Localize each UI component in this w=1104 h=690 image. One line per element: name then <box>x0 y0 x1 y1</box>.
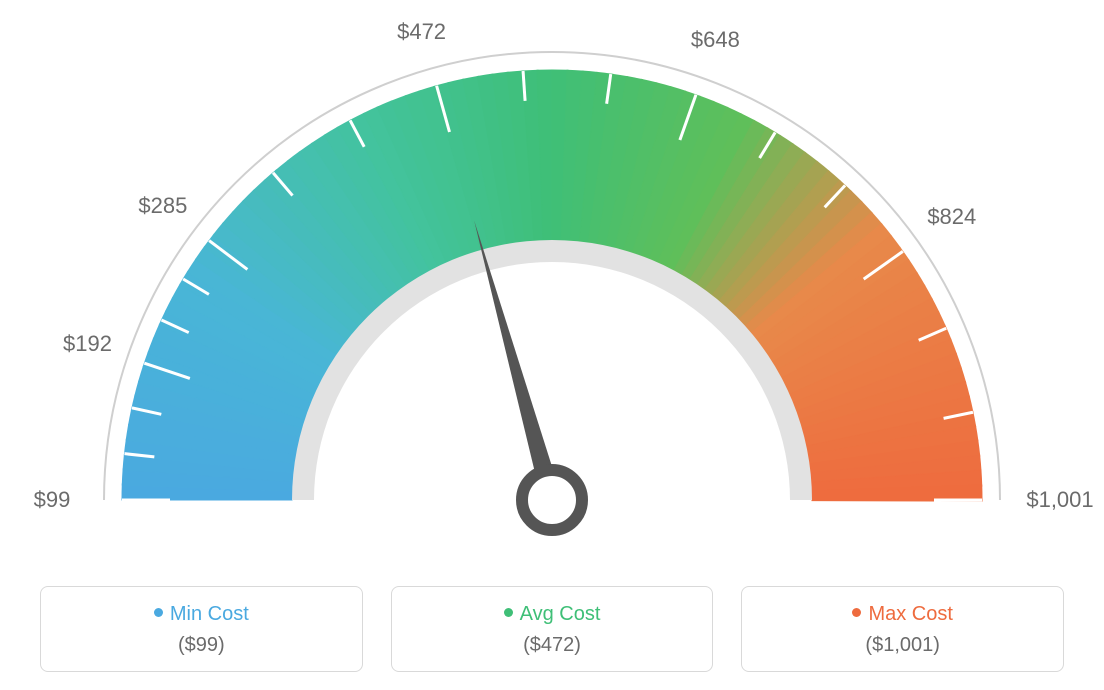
legend-value-max: ($1,001) <box>752 634 1053 657</box>
tick-label: $648 <box>691 27 740 53</box>
legend-title-max: Max Cost <box>752 603 1053 626</box>
tick-label: $99 <box>34 487 71 513</box>
gauge-area: $99 $192 $285 $472 $648 $824 $1,001 <box>0 0 1104 550</box>
tick-label: $285 <box>138 193 187 219</box>
gauge-svg <box>0 0 1104 560</box>
legend-dot-min <box>154 608 163 617</box>
legend-card-avg: Avg Cost ($472) <box>391 586 714 672</box>
legend-value-avg: ($472) <box>402 634 703 657</box>
legend-dot-avg <box>504 608 513 617</box>
legend-title-min-text: Min Cost <box>170 603 249 625</box>
gauge-chart-container: $99 $192 $285 $472 $648 $824 $1,001 Min Cost (… <box>0 0 1104 690</box>
tick-label: $472 <box>397 19 446 45</box>
legend-dot-max <box>852 608 861 617</box>
tick-label: $1,001 <box>1026 487 1093 513</box>
legend-card-min: Min Cost ($99) <box>40 586 363 672</box>
legend-title-avg: Avg Cost <box>402 603 703 626</box>
tick-label: $192 <box>63 331 112 357</box>
needle-hub-inner <box>536 484 568 516</box>
legend-title-avg-text: Avg Cost <box>520 603 601 625</box>
legend-card-max: Max Cost ($1,001) <box>741 586 1064 672</box>
gauge-band <box>122 70 982 501</box>
legend-row: Min Cost ($99) Avg Cost ($472) Max Cost … <box>40 586 1064 672</box>
tick-label: $824 <box>927 204 976 230</box>
legend-title-min: Min Cost <box>51 603 352 626</box>
legend-value-min: ($99) <box>51 634 352 657</box>
legend-title-max-text: Max Cost <box>868 603 952 625</box>
